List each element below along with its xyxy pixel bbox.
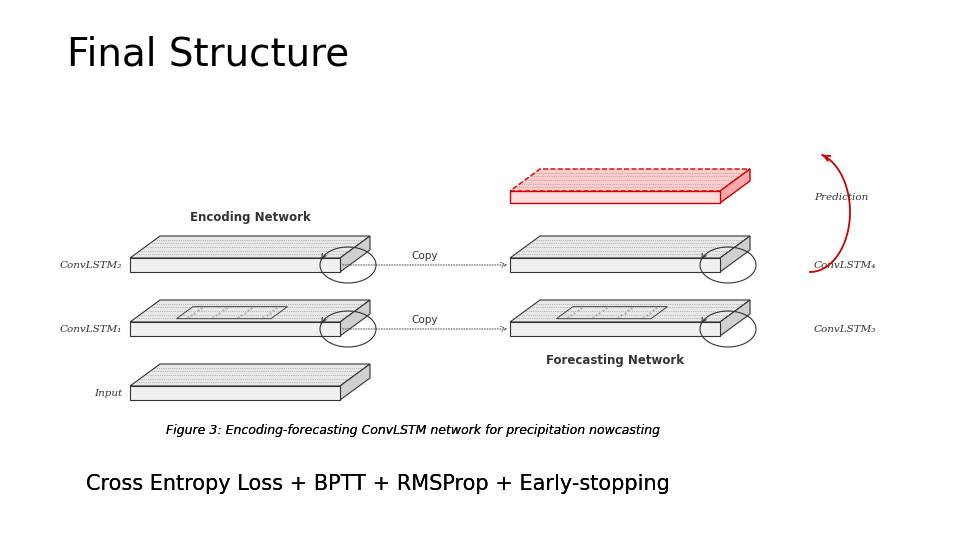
Text: ConvLSTM₄: ConvLSTM₄ bbox=[814, 260, 876, 269]
Polygon shape bbox=[510, 300, 750, 322]
Text: ConvLSTM₂: ConvLSTM₂ bbox=[60, 260, 122, 269]
Polygon shape bbox=[720, 300, 750, 336]
Polygon shape bbox=[720, 236, 750, 272]
Text: Figure 3: Encoding-forecasting ConvLSTM network for precipitation nowcasting: Figure 3: Encoding-forecasting ConvLSTM … bbox=[166, 424, 660, 437]
Polygon shape bbox=[130, 322, 340, 336]
Polygon shape bbox=[510, 191, 720, 203]
Polygon shape bbox=[130, 236, 370, 258]
Text: Prediction: Prediction bbox=[814, 192, 868, 201]
Polygon shape bbox=[340, 364, 370, 400]
Text: Cross Entropy Loss + BPTT + RMSProp + Early-stopping: Cross Entropy Loss + BPTT + RMSProp + Ea… bbox=[86, 474, 670, 494]
Polygon shape bbox=[510, 322, 720, 336]
Text: Copy: Copy bbox=[412, 315, 439, 325]
Polygon shape bbox=[510, 236, 750, 258]
Polygon shape bbox=[340, 236, 370, 272]
Polygon shape bbox=[130, 300, 370, 322]
Polygon shape bbox=[130, 258, 340, 272]
Text: ConvLSTM₃: ConvLSTM₃ bbox=[814, 325, 876, 334]
Text: ConvLSTM₁: ConvLSTM₁ bbox=[60, 325, 122, 334]
Text: Figure 3: Encoding-forecasting ConvLSTM network for precipitation nowcasting: Figure 3: Encoding-forecasting ConvLSTM … bbox=[166, 424, 660, 437]
Text: Input: Input bbox=[94, 388, 122, 397]
Text: Copy: Copy bbox=[412, 251, 439, 261]
Polygon shape bbox=[130, 364, 370, 386]
Polygon shape bbox=[510, 258, 720, 272]
Polygon shape bbox=[720, 169, 750, 203]
Text: Cross Entropy Loss + BPTT + RMSProp + Early-stopping: Cross Entropy Loss + BPTT + RMSProp + Ea… bbox=[86, 474, 670, 494]
Text: Forecasting Network: Forecasting Network bbox=[546, 354, 684, 367]
Text: Encoding Network: Encoding Network bbox=[190, 211, 310, 224]
Polygon shape bbox=[130, 386, 340, 400]
Polygon shape bbox=[510, 169, 750, 191]
Text: Final Structure: Final Structure bbox=[67, 35, 349, 73]
Polygon shape bbox=[340, 300, 370, 336]
